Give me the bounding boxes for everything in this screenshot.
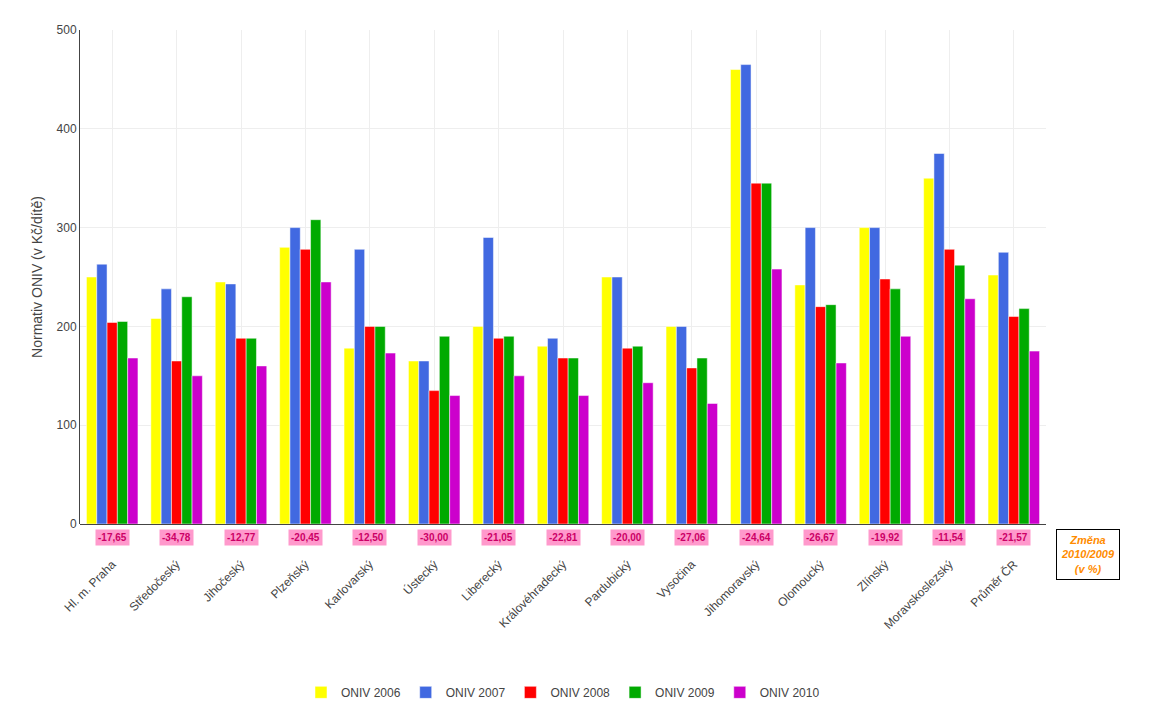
svg-text:Vysočina: Vysočina	[654, 557, 698, 601]
svg-text:Plzeňský: Plzeňský	[268, 557, 312, 601]
svg-text:Hl. m. Praha: Hl. m. Praha	[62, 557, 119, 614]
svg-text:-20,45: -20,45	[291, 532, 320, 543]
svg-text:-24,64: -24,64	[742, 532, 771, 543]
svg-text:-34,78: -34,78	[162, 532, 191, 543]
svg-text:ONIV 2009: ONIV 2009	[655, 686, 715, 700]
svg-text:Jihočeský: Jihočeský	[200, 557, 247, 604]
svg-text:Jihomoravský: Jihomoravský	[701, 557, 763, 619]
svg-text:-20,00: -20,00	[613, 532, 642, 543]
svg-text:200: 200	[57, 320, 77, 334]
svg-text:ONIV 2008: ONIV 2008	[550, 686, 610, 700]
svg-text:ONIV 2006: ONIV 2006	[341, 686, 401, 700]
svg-text:100: 100	[57, 418, 77, 432]
svg-text:ONIV 2010: ONIV 2010	[760, 686, 820, 700]
svg-text:Moravskoslezský: Moravskoslezský	[881, 557, 956, 632]
svg-text:Královéhradecký: Královéhradecký	[496, 557, 569, 630]
svg-text:-22,81: -22,81	[549, 532, 578, 543]
svg-text:Zlínský: Zlínský	[855, 557, 892, 594]
svg-text:-30,00: -30,00	[420, 532, 449, 543]
svg-text:400: 400	[57, 122, 77, 136]
svg-text:-19,92: -19,92	[871, 532, 900, 543]
svg-text:0: 0	[70, 517, 77, 531]
svg-text:300: 300	[57, 221, 77, 235]
svg-text:500: 500	[57, 23, 77, 37]
svg-text:Karlovarský: Karlovarský	[322, 557, 376, 611]
svg-text:-12,77: -12,77	[227, 532, 256, 543]
svg-text:Změna2010/2009(v %): Změna2010/2009(v %)	[1061, 534, 1115, 575]
svg-text:-12,50: -12,50	[355, 532, 384, 543]
svg-text:-21,05: -21,05	[484, 532, 513, 543]
svg-text:-11,54: -11,54	[935, 532, 963, 543]
svg-text:-17,65: -17,65	[98, 532, 127, 543]
svg-text:Liberecký: Liberecký	[459, 557, 505, 603]
svg-text:-27,06: -27,06	[677, 532, 706, 543]
svg-text:Olomoucký: Olomoucký	[775, 557, 827, 609]
svg-text:Normativ ONIV (v Kč/dítě): Normativ ONIV (v Kč/dítě)	[29, 196, 45, 358]
svg-text:Středočeský: Středočeský	[126, 557, 183, 614]
svg-text:-26,67: -26,67	[806, 532, 835, 543]
svg-text:Pardubický: Pardubický	[582, 557, 634, 609]
svg-text:-21,57: -21,57	[999, 532, 1028, 543]
svg-text:Ústecký: Ústecký	[400, 557, 441, 598]
svg-text:ONIV 2007: ONIV 2007	[446, 686, 506, 700]
svg-text:Průměr ČR: Průměr ČR	[967, 557, 1020, 610]
